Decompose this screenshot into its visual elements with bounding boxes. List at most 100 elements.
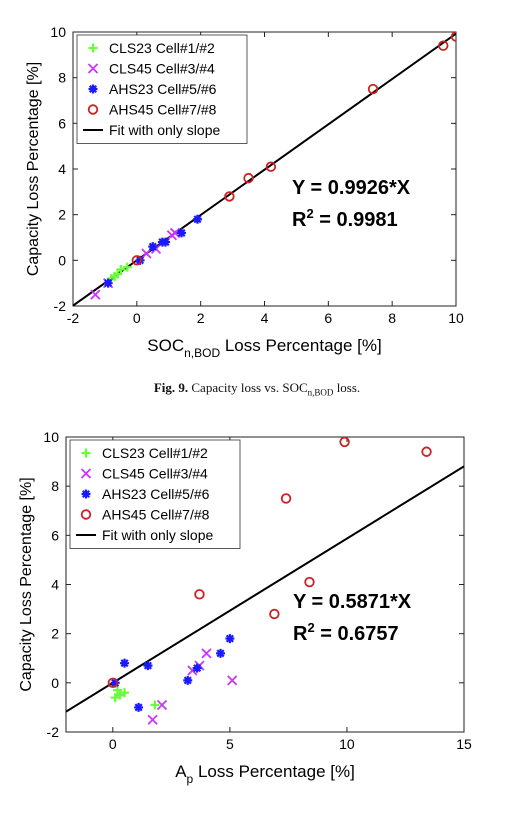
chart1-point-s0 — [109, 271, 119, 281]
chart1-legend: CLS23 Cell#1/#2 CLS45 Cell#3/#4 AHS23 Cell… — [76, 34, 248, 144]
chart2-legend-label: CLS23 Cell#1/#2 — [102, 445, 208, 461]
chart2-point-s1 — [156, 699, 168, 711]
chart2-legend-label: Fit with only slope — [102, 527, 213, 543]
chart2-x-axis-label-sub: p — [187, 772, 194, 786]
chart1-x-tick-label: 6 — [324, 310, 332, 326]
chart1-point-s3 — [367, 83, 379, 95]
chart1-point-s2 — [135, 255, 145, 265]
chart1-point-s2 — [103, 278, 113, 288]
chart1-point-s3 — [450, 32, 456, 42]
chart1-point-s2 — [148, 242, 158, 252]
chart2-point-s2 — [120, 658, 130, 668]
chart2-legend-marker — [81, 489, 91, 499]
chart2-legend-label: CLS45 Cell#3/#4 — [102, 466, 208, 482]
chart-1: -2 0 2 4 6 8 10 -2 0 2 4 6 8 10 CLS23 Cell#1/#2 CLS45 C… — [25, 24, 464, 360]
chart2-legend-label: AHS23 Cell#5/#6 — [102, 486, 210, 502]
chart2-legend-marker — [81, 448, 91, 458]
chart1-r2-base: R — [292, 209, 307, 231]
chart1-legend-label: AHS23 Cell#5/#6 — [109, 81, 217, 97]
chart1-point-s0 — [122, 262, 132, 272]
chart1-point-s2 — [177, 228, 187, 238]
chart1-legend-label: Fit with only slope — [109, 122, 220, 138]
chart1-legend-label: CLS23 Cell#1/#2 — [109, 40, 215, 56]
chart2-point-s3 — [304, 576, 315, 588]
chart2-y-tick-label: -2 — [47, 724, 60, 740]
chart2-x-axis-label-rest: Loss Percentage [%] — [193, 762, 355, 781]
chart2-x-tick-label: 5 — [226, 736, 234, 752]
caption-rest: loss. — [333, 380, 361, 395]
chart2-legend-marker — [80, 468, 92, 479]
chart1-x-tick-label: 2 — [197, 310, 205, 326]
chart1-r2-value: = 0.9981 — [314, 209, 398, 231]
chart1-y-tick-label: 8 — [58, 70, 66, 86]
chart1-legend-label: AHS45 Cell#7/#8 — [109, 102, 217, 118]
chart2-r2-value: = 0.6757 — [315, 623, 399, 645]
chart1-point-s3 — [265, 161, 277, 172]
chart2-point-s2 — [143, 661, 153, 671]
chart1-legend-label: CLS45 Cell#3/#4 — [109, 61, 215, 77]
chart1-point-s3 — [131, 255, 143, 266]
chart-2: 0 5 10 15 -2 0 2 4 6 8 10 CLS23 Cell#1/#2 CLS45 Cell… — [18, 429, 472, 786]
chart2-x-tick-label: 15 — [456, 736, 472, 752]
chart1-y-axis-label: Capacity Loss Percentage [%] — [25, 62, 42, 276]
chart1-x-tick-label: -2 — [67, 310, 80, 326]
chart2-point-s2 — [216, 648, 226, 658]
chart1-point-s1 — [141, 248, 152, 259]
chart1-legend-box — [76, 34, 248, 144]
chart1-y-tick-label: 2 — [58, 207, 66, 223]
chart2-y-tick-label: 6 — [51, 527, 59, 543]
chart2-point-s2 — [110, 678, 120, 688]
chart1-point-s2 — [161, 237, 171, 247]
caption-sub: n,BOD — [307, 387, 334, 398]
chart2-point-s2 — [225, 634, 235, 644]
chart2-y-tick-label: 0 — [51, 675, 59, 691]
chart2-x-axis-label-main: A — [175, 762, 187, 781]
chart1-fit-equation: Y = 0.9926*X — [292, 177, 411, 199]
chart2-y-tick-label: 4 — [51, 577, 59, 593]
chart2-x-tick-label: 0 — [109, 736, 117, 752]
chart1-point-s0 — [116, 264, 126, 274]
chart2-point-s3 — [269, 608, 280, 620]
chart2-point-s3 — [421, 446, 432, 457]
chart1-point-s1 — [90, 289, 101, 300]
chart2-point-s3 — [107, 677, 119, 689]
chart1-y-tick-label: 4 — [58, 161, 66, 177]
figure-9-caption: Fig. 9. Capacity loss vs. SOCn,BOD loss. — [0, 380, 514, 398]
chart2-point-s0 — [113, 685, 123, 695]
chart2-point-s1 — [147, 714, 158, 725]
chart1-point-s3 — [243, 172, 254, 184]
chart1-x-tick-label: 10 — [448, 310, 464, 326]
caption-label: Fig. 9. — [153, 380, 189, 395]
chart2-legend-box — [69, 439, 241, 549]
chart2-point-s1 — [227, 675, 238, 686]
chart1-x-axis-label-sub: n,BOD — [184, 346, 220, 360]
chart1-y-tick-label: 6 — [58, 115, 66, 131]
chart2-point-s0 — [115, 690, 125, 700]
chart1-point-s2 — [192, 214, 202, 224]
chart2-y-axis-label: Capacity Loss Percentage [%] — [18, 477, 35, 691]
chart2-r2-sup: 2 — [307, 620, 314, 635]
chart1-legend-marker — [87, 104, 99, 115]
chart2-point-s3 — [194, 589, 205, 600]
chart1-x-axis-label-rest: Loss Percentage [%] — [220, 336, 382, 355]
chart1-x-tick-label: 8 — [388, 310, 396, 326]
chart2-legend: CLS23 Cell#1/#2 CLS45 Cell#3/#4 AHS23 Cell… — [69, 439, 241, 549]
chart1-point-s3 — [438, 40, 449, 51]
chart2-plot-area — [66, 437, 464, 725]
chart2-point-s0 — [120, 688, 130, 698]
chart2-y-tick-label: 10 — [43, 429, 59, 445]
chart2-y-tick-label: 8 — [51, 478, 59, 494]
chart1-point-s3 — [224, 191, 235, 202]
chart2-point-s0 — [150, 700, 160, 710]
chart2-x-axis-label: Ap Loss Percentage [%] — [175, 762, 355, 786]
chart1-y-tick-label: 10 — [50, 24, 66, 40]
chart1-y-tick-label: -2 — [54, 298, 67, 314]
caption-text: Capacity loss vs. SOC — [188, 380, 308, 395]
chart2-point-s2 — [183, 675, 193, 685]
chart2-point-s3 — [339, 437, 350, 448]
chart1-r-squared: R2 = 0.9981 — [292, 206, 398, 231]
chart2-point-s2 — [192, 663, 202, 673]
chart1-x-axis-label: SOCn,BOD Loss Percentage [%] — [147, 336, 381, 360]
chart1-x-tick-label: 4 — [261, 310, 269, 326]
chart1-x-axis-label-main: SOC — [147, 336, 184, 355]
